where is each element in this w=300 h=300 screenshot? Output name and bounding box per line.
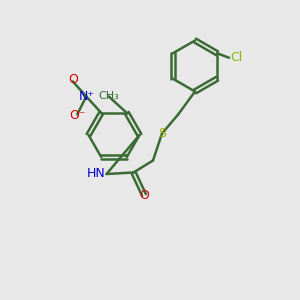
Text: HN: HN [86, 167, 105, 180]
Text: O⁻: O⁻ [69, 110, 85, 122]
Text: N⁺: N⁺ [78, 90, 94, 103]
Text: Cl: Cl [230, 51, 243, 64]
Text: CH₃: CH₃ [98, 92, 119, 101]
Text: O: O [68, 74, 78, 86]
Text: S: S [158, 127, 166, 140]
Text: O: O [139, 188, 149, 202]
